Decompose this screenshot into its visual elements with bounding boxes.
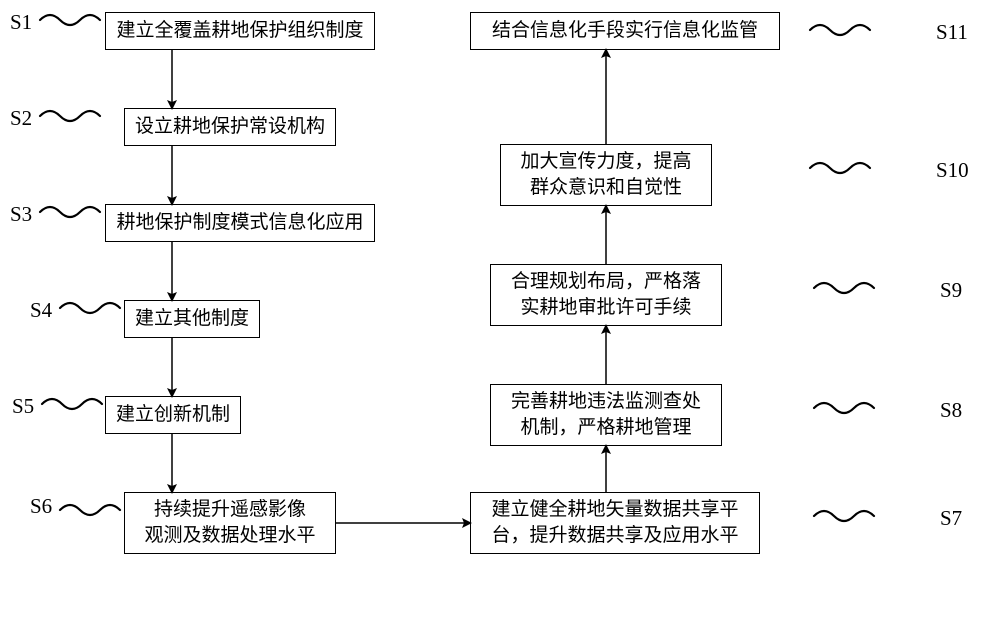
squiggle-s10	[810, 163, 870, 173]
node-s3: 耕地保护制度模式信息化应用	[105, 204, 375, 242]
node-text: 建立健全耕地矢量数据共享平台，提升数据共享及应用水平	[491, 497, 738, 548]
node-text: 完善耕地违法监测查处机制，严格耕地管理	[511, 389, 701, 440]
node-text: 建立全覆盖耕地保护组织制度	[116, 18, 363, 44]
label-s11: S11	[936, 20, 968, 45]
node-text: 设立耕地保护常设机构	[135, 114, 325, 140]
node-s5: 建立创新机制	[105, 396, 241, 434]
label-s2: S2	[10, 106, 32, 131]
node-s9: 合理规划布局，严格落实耕地审批许可手续	[490, 264, 722, 326]
label-s8: S8	[940, 398, 962, 423]
squiggle-s5	[42, 399, 102, 409]
squiggle-s3	[40, 207, 100, 217]
label-s4: S4	[30, 298, 52, 323]
squiggle-s2	[40, 111, 100, 121]
node-text: 建立创新机制	[116, 402, 230, 428]
node-text: 加大宣传力度，提高群众意识和自觉性	[520, 149, 691, 200]
squiggle-s8	[814, 403, 874, 413]
node-s2: 设立耕地保护常设机构	[124, 108, 336, 146]
node-s6: 持续提升遥感影像观测及数据处理水平	[124, 492, 336, 554]
squiggle-s7	[814, 511, 874, 521]
squiggle-s1	[40, 15, 100, 25]
squiggle-s6	[60, 505, 120, 515]
label-s5: S5	[12, 394, 34, 419]
node-s1: 建立全覆盖耕地保护组织制度	[105, 12, 375, 50]
label-s9: S9	[940, 278, 962, 303]
node-s4: 建立其他制度	[124, 300, 260, 338]
node-s10: 加大宣传力度，提高群众意识和自觉性	[500, 144, 712, 206]
node-text: 耕地保护制度模式信息化应用	[116, 210, 363, 236]
node-text: 合理规划布局，严格落实耕地审批许可手续	[511, 269, 701, 320]
label-s10: S10	[936, 158, 969, 183]
label-s1: S1	[10, 10, 32, 35]
node-text: 结合信息化手段实行信息化监管	[492, 18, 758, 44]
squiggle-s9	[814, 283, 874, 293]
node-s8: 完善耕地违法监测查处机制，严格耕地管理	[490, 384, 722, 446]
label-s3: S3	[10, 202, 32, 227]
node-s7: 建立健全耕地矢量数据共享平台，提升数据共享及应用水平	[470, 492, 760, 554]
label-s7: S7	[940, 506, 962, 531]
squiggle-s11	[810, 25, 870, 35]
label-s6: S6	[30, 494, 52, 519]
squiggles-group	[40, 15, 874, 521]
node-s11: 结合信息化手段实行信息化监管	[470, 12, 780, 50]
node-text: 建立其他制度	[135, 306, 249, 332]
squiggle-s4	[60, 303, 120, 313]
node-text: 持续提升遥感影像观测及数据处理水平	[144, 497, 315, 548]
